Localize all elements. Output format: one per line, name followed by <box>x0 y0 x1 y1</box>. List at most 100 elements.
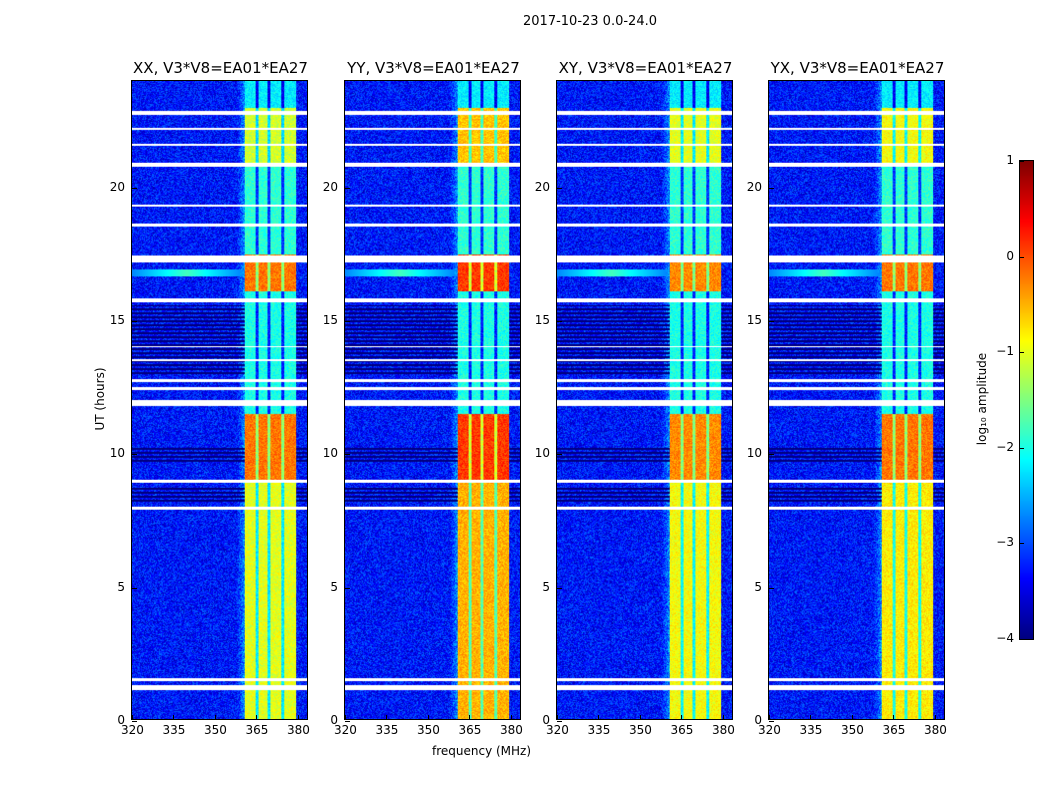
panel-3: YX, V3*V8=EA01*EA27 320 335 350 365 380 0 5 10 15… <box>747 59 947 737</box>
y-tick-label: 0 <box>330 713 338 727</box>
colorbar-tick-label: 1 <box>1006 153 1014 167</box>
y-tick-mark <box>769 454 774 456</box>
colorbar-label: log₁₀ amplitude <box>975 352 989 446</box>
y-tick-label: 5 <box>542 579 550 594</box>
colorbar-tick-label: 0 <box>1006 248 1014 263</box>
y-tick-mark <box>557 454 562 456</box>
y-tick-label: 20 <box>109 179 125 194</box>
x-tick-mark <box>345 715 346 720</box>
panel-0: XX, V3*V8=EA01*EA27 320 335 350 365 380 0 5 10 15… <box>110 59 310 737</box>
colorbar-tick-label: −2 <box>996 439 1014 454</box>
x-tick-mark <box>132 715 133 720</box>
y-tick-mark <box>132 321 137 322</box>
y-tick-label: 15 <box>534 313 550 327</box>
panel-1: YY, V3*V8=EA01*EA27 320 335 350 365 380 0 5 10 15… <box>323 59 523 737</box>
y-tick-mark <box>132 187 137 189</box>
x-tick-mark <box>469 715 471 720</box>
colorbar-tick-label: −4 <box>996 631 1014 645</box>
y-tick-mark <box>557 587 562 589</box>
x-axis-label: frequency (MHz) <box>432 744 532 758</box>
y-tick-label: 10 <box>534 446 550 461</box>
spectrogram-heatmap <box>132 81 307 719</box>
x-tick-mark <box>639 715 641 720</box>
y-tick-mark <box>345 587 350 589</box>
y-tick-label: 0 <box>542 713 550 727</box>
y-tick-label: 15 <box>746 313 762 327</box>
y-tick-label: 0 <box>117 713 125 727</box>
spectrogram-heatmap <box>557 81 732 719</box>
x-tick-label: 320 <box>121 723 144 737</box>
y-tick-mark <box>769 321 774 322</box>
y-tick-mark <box>345 454 350 456</box>
panel-title: YX, V3*V8=EA01*EA27 <box>770 59 945 77</box>
y-tick-mark <box>132 721 137 722</box>
y-tick-mark <box>132 587 137 589</box>
y-tick-label: 15 <box>322 313 338 327</box>
colorbar-tick-mark <box>1020 352 1024 354</box>
colorbar-tick-label: −1 <box>996 344 1014 359</box>
y-tick-mark <box>345 187 350 189</box>
x-tick-mark <box>934 715 936 720</box>
y-tick-label: 5 <box>330 579 338 594</box>
x-tick-mark <box>769 715 770 720</box>
x-tick-label: 320 <box>334 723 357 737</box>
panel-title: YY, V3*V8=EA01*EA27 <box>347 59 520 77</box>
x-tick-label: 335 <box>375 723 399 737</box>
y-tick-label: 0 <box>754 713 762 727</box>
x-tick-mark <box>173 715 175 720</box>
y-tick-mark <box>345 721 350 722</box>
x-tick-label: 365 <box>670 723 694 737</box>
x-tick-mark <box>851 715 853 720</box>
x-tick-label: 365 <box>245 723 269 737</box>
x-tick-label: 350 <box>416 723 440 737</box>
colorbar-tick-label: −3 <box>996 535 1014 550</box>
x-tick-label: 320 <box>546 723 569 737</box>
y-tick-label: 20 <box>746 179 762 194</box>
x-tick-label: 380 <box>286 723 310 737</box>
x-tick-mark <box>681 715 683 720</box>
y-tick-mark <box>345 321 350 322</box>
y-tick-label: 10 <box>746 446 762 461</box>
x-tick-label: 365 <box>882 723 906 737</box>
x-tick-label: 365 <box>458 723 482 737</box>
colorbar-tick-mark <box>1020 447 1024 449</box>
spectrogram-heatmap <box>769 81 944 719</box>
y-tick-label: 10 <box>109 446 125 461</box>
x-tick-mark <box>256 715 258 720</box>
x-tick-label: 380 <box>711 723 735 737</box>
y-tick-label: 5 <box>754 579 762 594</box>
x-tick-mark <box>427 715 429 720</box>
x-tick-label: 350 <box>840 723 864 737</box>
y-tick-mark <box>769 187 774 189</box>
panel-title: XY, V3*V8=EA01*EA27 <box>558 59 733 77</box>
x-tick-label: 380 <box>923 723 947 737</box>
colorbar-tick-mark <box>1020 161 1024 162</box>
y-tick-label: 20 <box>534 179 550 194</box>
colorbar: 1 0 −1 −2 −3 −4 <box>996 153 1034 645</box>
x-tick-mark <box>893 715 895 720</box>
x-tick-mark <box>598 715 600 720</box>
figure-title: 2017-10-23 0.0-24.0 <box>523 14 657 29</box>
y-tick-label: 15 <box>109 313 125 327</box>
y-tick-label: 10 <box>322 446 338 461</box>
colorbar-gradient <box>1020 161 1033 639</box>
x-tick-mark <box>297 715 299 720</box>
panel-title: XX, V3*V8=EA01*EA27 <box>133 59 308 77</box>
y-tick-mark <box>557 187 562 189</box>
y-tick-mark <box>557 321 562 322</box>
x-tick-mark <box>810 715 812 720</box>
y-tick-mark <box>132 454 137 456</box>
y-tick-label: 20 <box>322 179 338 194</box>
spectrogram-heatmap <box>345 81 520 719</box>
x-tick-label: 320 <box>758 723 781 737</box>
colorbar-tick-mark <box>1020 256 1024 258</box>
y-tick-mark <box>557 721 562 722</box>
x-tick-mark <box>386 715 388 720</box>
y-tick-label: 5 <box>117 579 125 594</box>
x-tick-label: 350 <box>203 723 227 737</box>
x-tick-label: 335 <box>162 723 186 737</box>
x-tick-label: 380 <box>499 723 523 737</box>
x-tick-label: 335 <box>799 723 823 737</box>
colorbar-tick-mark <box>1020 543 1024 545</box>
panel-2: XY, V3*V8=EA01*EA27 320 335 350 365 380 0 5 10 15… <box>535 59 735 737</box>
